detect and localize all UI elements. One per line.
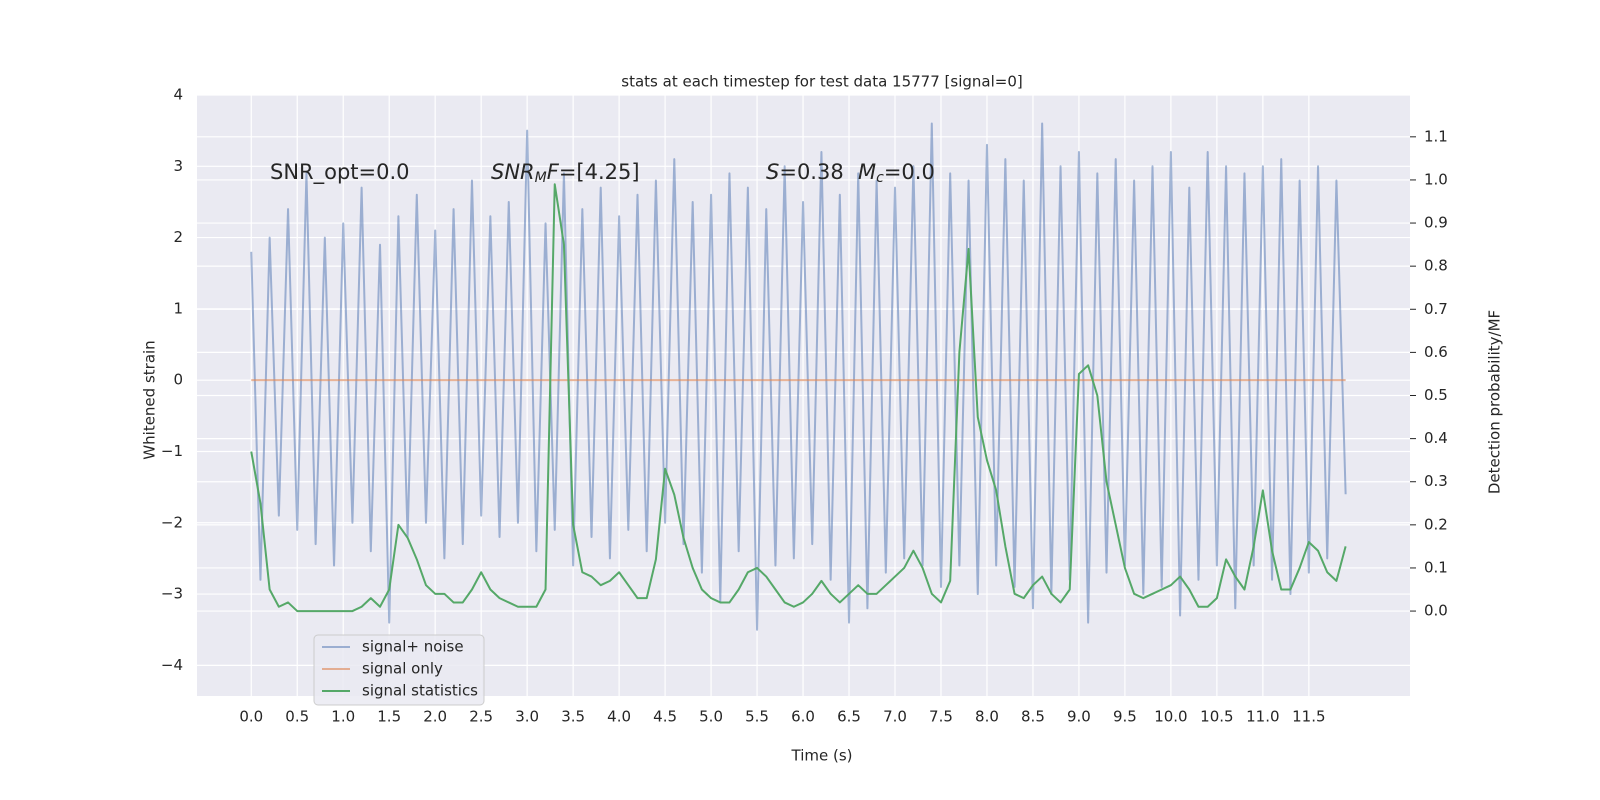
x-tick-label: 0.5 xyxy=(285,708,309,726)
y2-tick-label: 0.1 xyxy=(1424,558,1448,576)
x-tick-label: 2.5 xyxy=(469,708,493,726)
y-tick-label: −4 xyxy=(161,656,183,674)
y2-tick-label: 0.7 xyxy=(1424,300,1448,318)
annotation-part: =0.0 xyxy=(884,160,935,184)
y-tick-label: 4 xyxy=(173,86,183,104)
annotation: SNR_opt=0.0 xyxy=(270,160,410,185)
annotation-part: M xyxy=(535,170,547,186)
annotation-part: =[4.25] xyxy=(559,160,640,184)
y2-tick-label: 0.8 xyxy=(1424,257,1448,275)
y2-tick-label: 0.9 xyxy=(1424,214,1448,232)
y2-tick-label: 0.0 xyxy=(1424,602,1448,620)
legend-label: signal+ noise xyxy=(362,638,464,656)
annotation: SNRMF=[4.25] xyxy=(491,160,640,186)
marks xyxy=(250,122,1347,631)
y2-tick-label: 0.4 xyxy=(1424,429,1448,447)
x-axis-label: Time (s) xyxy=(791,747,853,765)
x-tick-label: 9.0 xyxy=(1067,708,1091,726)
y2-tick-label: 1.1 xyxy=(1424,127,1448,145)
legend-label: signal statistics xyxy=(362,682,478,700)
x-tick-label: 2.0 xyxy=(423,708,447,726)
x-tick-label: 5.0 xyxy=(699,708,723,726)
y-tick-label: 3 xyxy=(173,157,183,175)
y-tick-label: 0 xyxy=(173,371,183,389)
annotation-part: F xyxy=(547,160,560,184)
y-axis-label: Whitened strain xyxy=(141,340,159,459)
x-tick-label: 8.0 xyxy=(975,708,999,726)
x-tick-label: 6.5 xyxy=(837,708,861,726)
x-tick-label: 1.5 xyxy=(377,708,401,726)
annotation-part: S xyxy=(766,160,779,184)
x-tick-label: 1.0 xyxy=(331,708,355,726)
x-tick-label: 9.5 xyxy=(1113,708,1137,726)
x-tick-label: 4.5 xyxy=(653,708,677,726)
y-tick-label: −2 xyxy=(161,513,183,531)
y-tick-label: 1 xyxy=(173,299,183,317)
x-tick-label: 6.0 xyxy=(791,708,815,726)
annotation-part: SNR_opt=0.0 xyxy=(270,160,410,185)
x-tick-label: 10.5 xyxy=(1200,708,1233,726)
annotation: S=0.38 xyxy=(766,160,844,184)
x-tick-label: 3.0 xyxy=(515,708,539,726)
chart-title: stats at each timestep for test data 157… xyxy=(621,73,1022,91)
legend-box xyxy=(313,634,485,706)
x-tick-label: 7.5 xyxy=(929,708,953,726)
y-tick-label: −1 xyxy=(161,442,183,460)
y-tick-label: −3 xyxy=(161,585,183,603)
y-tick-label: 2 xyxy=(173,228,183,246)
annotation-part: c xyxy=(876,170,884,186)
x-tick-label: 11.0 xyxy=(1246,708,1279,726)
y2-tick-label: 0.3 xyxy=(1424,472,1448,490)
y2-tick-label: 0.6 xyxy=(1424,343,1448,361)
x-tick-label: 3.5 xyxy=(561,708,585,726)
y2-tick-label: 0.2 xyxy=(1424,515,1448,533)
labels: 0.0 0.5 1.0 1.5 2.0 2.5 3.0 3.5 4.0 4.5 5.0 5.5 6.0 6… xyxy=(161,86,1448,726)
y2-axis-label: Detection probability/MF xyxy=(1486,310,1504,494)
x-tick-label: 7.0 xyxy=(883,708,907,726)
x-tick-label: 5.5 xyxy=(745,708,769,726)
annotation-part: SNR xyxy=(491,160,535,184)
x-tick-label: 11.5 xyxy=(1292,708,1325,726)
y2-tick-label: 0.5 xyxy=(1424,386,1448,404)
y2-tick-label: 1.0 xyxy=(1424,170,1448,188)
series-line xyxy=(250,183,1347,613)
annotation-part: M xyxy=(858,160,876,184)
x-tick-label: 10.0 xyxy=(1154,708,1187,726)
legend-label: signal only xyxy=(362,660,443,678)
annotation-part: =0.38 xyxy=(779,160,843,184)
annotation: Mc=0.0 xyxy=(858,160,935,186)
x-tick-label: 8.5 xyxy=(1021,708,1045,726)
x-tick-label: 0.0 xyxy=(239,708,263,726)
x-tick-label: 4.0 xyxy=(607,708,631,726)
